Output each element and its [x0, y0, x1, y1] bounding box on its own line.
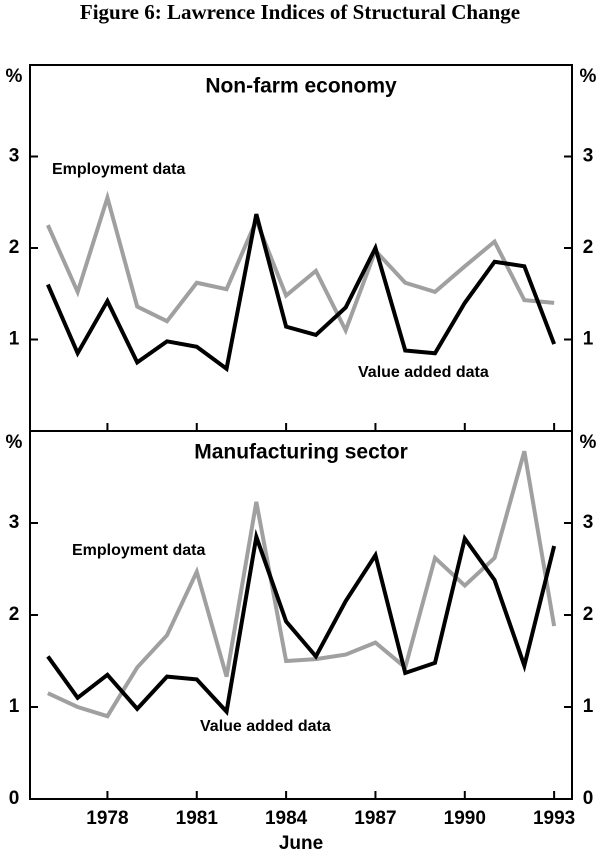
panel-frame: [29, 64, 573, 432]
figure-title: Figure 6: Lawrence Indices of Structural…: [80, 0, 520, 24]
series-label: Employment data: [52, 161, 185, 178]
y-tick-label-right: 0: [583, 788, 594, 809]
y-tick-label-right: 1: [583, 329, 594, 350]
panel-title: Non-farm economy: [205, 75, 397, 98]
series-label: Value added data: [358, 364, 489, 381]
y-tick-label-left: 0: [9, 788, 20, 809]
y-unit-right: %: [580, 432, 597, 453]
x-tick-label: 1978: [86, 808, 128, 829]
y-tick-label-right: 2: [583, 604, 594, 625]
x-tick-label: 1990: [444, 808, 486, 829]
y-tick-label-left: 3: [9, 146, 20, 167]
y-tick-label-left: 2: [9, 237, 20, 258]
series-line: [47, 450, 557, 719]
y-tick-label-right: 3: [583, 146, 594, 167]
x-tick-label: 1981: [176, 808, 219, 829]
series-line: [46, 213, 556, 373]
panel-title: Manufacturing sector: [194, 441, 408, 464]
y-unit-left: %: [6, 66, 23, 87]
x-tick-label: 1984: [265, 808, 308, 829]
series-line: [46, 190, 555, 336]
y-tick-label-left: 1: [9, 696, 20, 717]
y-tick-label-left: 2: [9, 604, 20, 625]
x-tick-label: 1993: [533, 808, 575, 829]
y-tick-label-left: 1: [9, 329, 20, 350]
y-tick-label-right: 3: [583, 512, 594, 533]
y-unit-left: %: [6, 432, 23, 453]
series-label: Employment data: [72, 542, 205, 559]
y-tick-label-left: 3: [9, 512, 20, 533]
x-tick-label: 1987: [354, 808, 396, 829]
panel-frame: [29, 430, 573, 800]
series-label: Value added data: [200, 718, 331, 735]
series-line: [46, 528, 557, 716]
x-axis-label: June: [279, 833, 323, 854]
y-tick-label-right: 2: [583, 237, 594, 258]
y-tick-label-right: 1: [583, 696, 594, 717]
y-unit-right: %: [580, 66, 597, 87]
